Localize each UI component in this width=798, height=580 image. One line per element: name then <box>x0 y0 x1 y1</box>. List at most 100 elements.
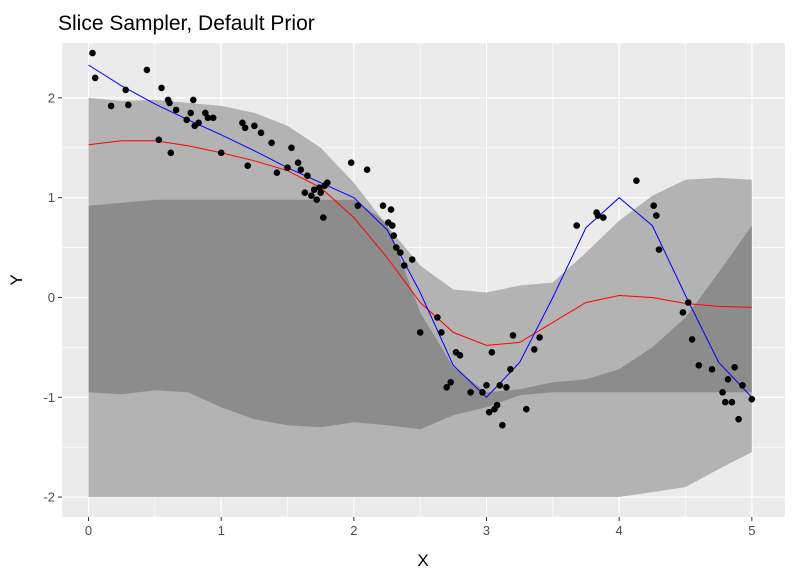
data-point <box>573 222 580 229</box>
data-point <box>456 352 464 359</box>
data-point <box>650 202 657 209</box>
data-point <box>257 129 265 137</box>
data-point <box>241 124 249 132</box>
data-point <box>523 405 530 413</box>
data-point <box>284 164 291 171</box>
data-point <box>531 346 538 353</box>
data-point <box>536 334 543 341</box>
data-point <box>679 309 687 316</box>
y-tick-label: -2 <box>43 490 55 505</box>
data-point <box>499 421 506 429</box>
data-point <box>467 389 474 396</box>
data-point <box>324 179 331 186</box>
data-point <box>288 144 295 152</box>
data-point <box>503 384 510 391</box>
data-point <box>655 246 663 253</box>
data-point <box>397 249 404 256</box>
y-axis: -2 -1 0 1 2 <box>43 90 62 505</box>
data-point <box>304 172 311 179</box>
data-point <box>509 332 517 339</box>
y-tick-label: -1 <box>43 390 55 405</box>
data-point <box>483 382 490 389</box>
data-points <box>89 49 756 429</box>
data-point <box>443 384 451 391</box>
data-point <box>479 389 486 396</box>
data-point <box>320 214 327 221</box>
data-point <box>488 349 496 356</box>
data-point <box>158 84 165 92</box>
data-point <box>183 116 190 124</box>
data-point <box>172 106 180 114</box>
x-axis: 0 1 2 3 4 5 <box>85 517 755 538</box>
posterior-mean-line <box>88 140 752 346</box>
y-tick-label: 0 <box>48 290 55 305</box>
data-point <box>688 336 696 343</box>
data-point <box>268 139 275 147</box>
data-point <box>155 136 163 144</box>
data-point <box>217 149 225 157</box>
data-point <box>724 376 732 383</box>
data-point <box>122 86 129 94</box>
data-point <box>748 395 756 403</box>
data-point <box>209 114 217 122</box>
data-point <box>695 362 703 369</box>
data-point <box>594 212 602 219</box>
data-point <box>496 382 504 389</box>
data-point <box>438 329 445 336</box>
data-point <box>143 66 151 74</box>
data-point <box>91 74 99 82</box>
data-point <box>684 299 692 306</box>
x-tick-label: 0 <box>85 523 92 538</box>
data-point <box>507 366 514 373</box>
data-point <box>354 202 362 209</box>
data-point <box>195 119 202 127</box>
data-point <box>308 192 315 199</box>
data-point <box>401 262 408 269</box>
data-point <box>731 364 738 371</box>
data-point <box>633 177 640 184</box>
data-point <box>273 169 281 176</box>
data-point <box>389 222 396 229</box>
data-point <box>434 314 441 321</box>
data-point <box>313 196 321 203</box>
data-point <box>739 382 746 389</box>
data-point <box>244 162 251 169</box>
data-point <box>301 189 309 196</box>
data-point <box>89 49 96 57</box>
x-tick-label: 4 <box>616 523 623 538</box>
data-point <box>387 206 395 213</box>
data-point <box>107 102 115 110</box>
data-point <box>416 329 424 336</box>
data-point <box>239 119 246 127</box>
data-point <box>251 122 258 130</box>
y-tick-label: 1 <box>48 190 55 205</box>
x-tick-label: 2 <box>350 523 357 538</box>
data-point <box>653 212 660 219</box>
data-point <box>363 166 371 173</box>
data-point <box>190 96 197 104</box>
data-point <box>493 401 501 409</box>
data-point <box>447 379 455 386</box>
data-point <box>719 389 726 396</box>
data-point <box>600 214 607 221</box>
data-point <box>297 166 305 173</box>
data-point <box>167 149 175 157</box>
data-point <box>294 159 302 166</box>
data-point <box>735 415 742 423</box>
data-point <box>347 159 355 166</box>
y-axis-title: Y <box>7 274 26 285</box>
data-point <box>485 408 493 416</box>
data-point <box>316 184 323 191</box>
data-point <box>166 99 173 107</box>
data-point <box>125 101 132 109</box>
data-point <box>204 114 212 122</box>
x-tick-label: 5 <box>748 523 755 538</box>
data-point <box>379 202 387 209</box>
data-point <box>393 244 400 251</box>
data-point <box>708 366 716 373</box>
data-point <box>187 109 194 117</box>
credible-bands <box>88 97 752 497</box>
data-point <box>728 398 736 406</box>
data-point <box>202 109 209 117</box>
